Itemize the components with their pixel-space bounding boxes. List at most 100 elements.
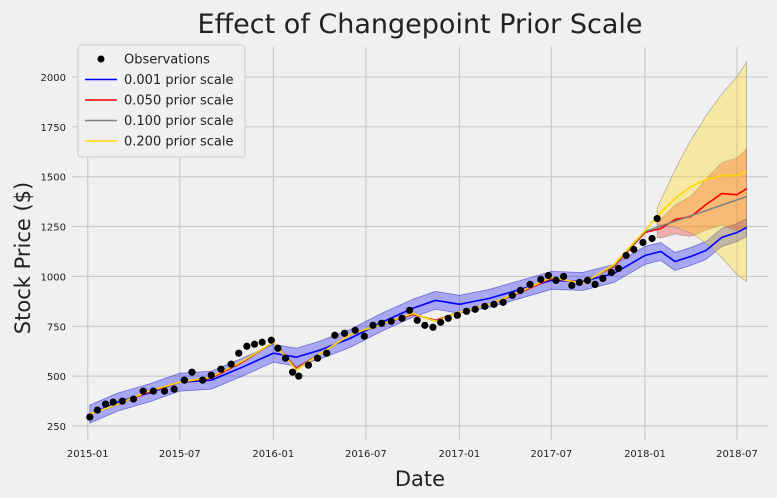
observations-layer xyxy=(86,214,661,421)
grid-layer xyxy=(72,47,768,440)
observation-point xyxy=(360,332,368,340)
observation-point xyxy=(622,251,630,260)
observation-point xyxy=(243,342,251,350)
observation-point xyxy=(575,278,583,287)
observation-point xyxy=(199,376,207,384)
y-tick-label: 500 xyxy=(47,372,66,383)
observation-point xyxy=(369,321,377,329)
x-tick-label: 2015-07 xyxy=(159,449,201,460)
y-tick-label: 1000 xyxy=(41,272,66,283)
x-axis-label: Date xyxy=(395,467,445,491)
observation-point xyxy=(331,331,339,339)
band-layer xyxy=(89,60,747,424)
observation-point xyxy=(462,307,471,315)
observation-point xyxy=(267,336,275,344)
observation-point xyxy=(560,272,568,281)
chart-title: Effect of Changepoint Prior Scale xyxy=(198,9,643,40)
x-tick-label: 2018-01 xyxy=(624,449,666,460)
observation-point xyxy=(250,340,259,348)
observation-point xyxy=(387,317,395,325)
observation-point xyxy=(436,318,445,326)
observation-point xyxy=(274,344,282,352)
observation-point xyxy=(444,314,452,322)
observation-point xyxy=(258,338,266,346)
y-tick-label: 750 xyxy=(47,322,66,333)
observation-point xyxy=(86,413,94,421)
x-tick-label: 2016-01 xyxy=(252,449,294,460)
observation-point xyxy=(129,395,138,403)
observation-point xyxy=(537,275,545,284)
y-tick-label: 2000 xyxy=(41,73,66,84)
observation-point xyxy=(340,329,349,337)
x-tick-label: 2017-01 xyxy=(439,449,481,460)
observation-point xyxy=(405,306,414,314)
y-tick-label: 1750 xyxy=(41,123,66,134)
x-tick-label: 2018-07 xyxy=(716,449,758,460)
observation-point xyxy=(170,385,178,393)
observation-point xyxy=(323,349,331,357)
observation-point xyxy=(304,361,313,369)
observation-point xyxy=(614,264,623,273)
observation-point xyxy=(421,321,429,329)
legend-label: 0.100 prior scale xyxy=(124,114,233,129)
observation-point xyxy=(109,398,117,406)
observation-point xyxy=(313,354,322,362)
y-axis-label: Stock Price ($) xyxy=(11,182,35,334)
observation-point xyxy=(378,319,386,327)
x-tick-label: 2016-07 xyxy=(345,449,387,460)
observation-point xyxy=(453,311,461,319)
observation-point xyxy=(653,214,661,223)
observation-point xyxy=(591,280,599,288)
observation-point xyxy=(490,300,498,308)
observation-point xyxy=(188,368,196,376)
observation-point xyxy=(398,314,406,322)
observation-point xyxy=(526,280,534,288)
y-tick-label: 250 xyxy=(47,422,66,433)
series-line-0.001-prior-scale xyxy=(89,226,748,415)
legend-label: 0.001 prior scale xyxy=(124,73,233,88)
observation-point xyxy=(630,245,638,254)
legend-label: 0.200 prior scale xyxy=(124,135,233,150)
observation-point xyxy=(599,274,607,283)
observation-point xyxy=(516,286,525,294)
observation-point xyxy=(295,372,303,380)
legend: Observations 0.001 prior scale 0.050 prior… xyxy=(77,44,246,158)
legend-label: Observations xyxy=(124,53,210,68)
observation-point xyxy=(607,268,616,277)
y-tick-label: 1250 xyxy=(41,223,66,234)
observation-point xyxy=(429,323,437,331)
y-tick-label: 1500 xyxy=(41,173,66,184)
observation-point xyxy=(639,238,647,247)
tick-label-layer: 2015-01 2015-07 2016-01 2016-07 2017-01 2017-… xyxy=(41,73,758,460)
observation-point xyxy=(217,365,225,373)
observation-point xyxy=(207,371,215,379)
legend-label: 0.050 prior scale xyxy=(124,94,233,109)
observation-point xyxy=(568,281,576,289)
band-0.200-prior-scale xyxy=(656,60,747,283)
x-tick-label: 2017-07 xyxy=(531,449,573,460)
observation-point xyxy=(544,271,552,280)
observation-point xyxy=(160,387,169,395)
legend-items: Observations 0.001 prior scale 0.050 prior… xyxy=(85,53,233,150)
observation-point xyxy=(583,276,592,285)
observation-point xyxy=(101,400,110,408)
x-tick-label: 2015-01 xyxy=(67,449,109,460)
observation-point xyxy=(413,316,421,324)
observation-point xyxy=(481,302,489,310)
observation-point xyxy=(180,376,188,384)
observation-point xyxy=(289,368,297,376)
observation-point xyxy=(118,397,126,405)
observation-point xyxy=(235,349,243,357)
observation-point xyxy=(139,387,147,395)
observation-point xyxy=(648,234,656,243)
observation-point xyxy=(93,406,102,414)
observation-point xyxy=(351,326,359,334)
legend-box xyxy=(77,44,246,158)
observation-point xyxy=(281,354,290,362)
legend-marker-observations xyxy=(97,55,105,63)
observation-point xyxy=(227,360,235,368)
observation-point xyxy=(471,305,479,313)
observation-point xyxy=(499,298,507,306)
